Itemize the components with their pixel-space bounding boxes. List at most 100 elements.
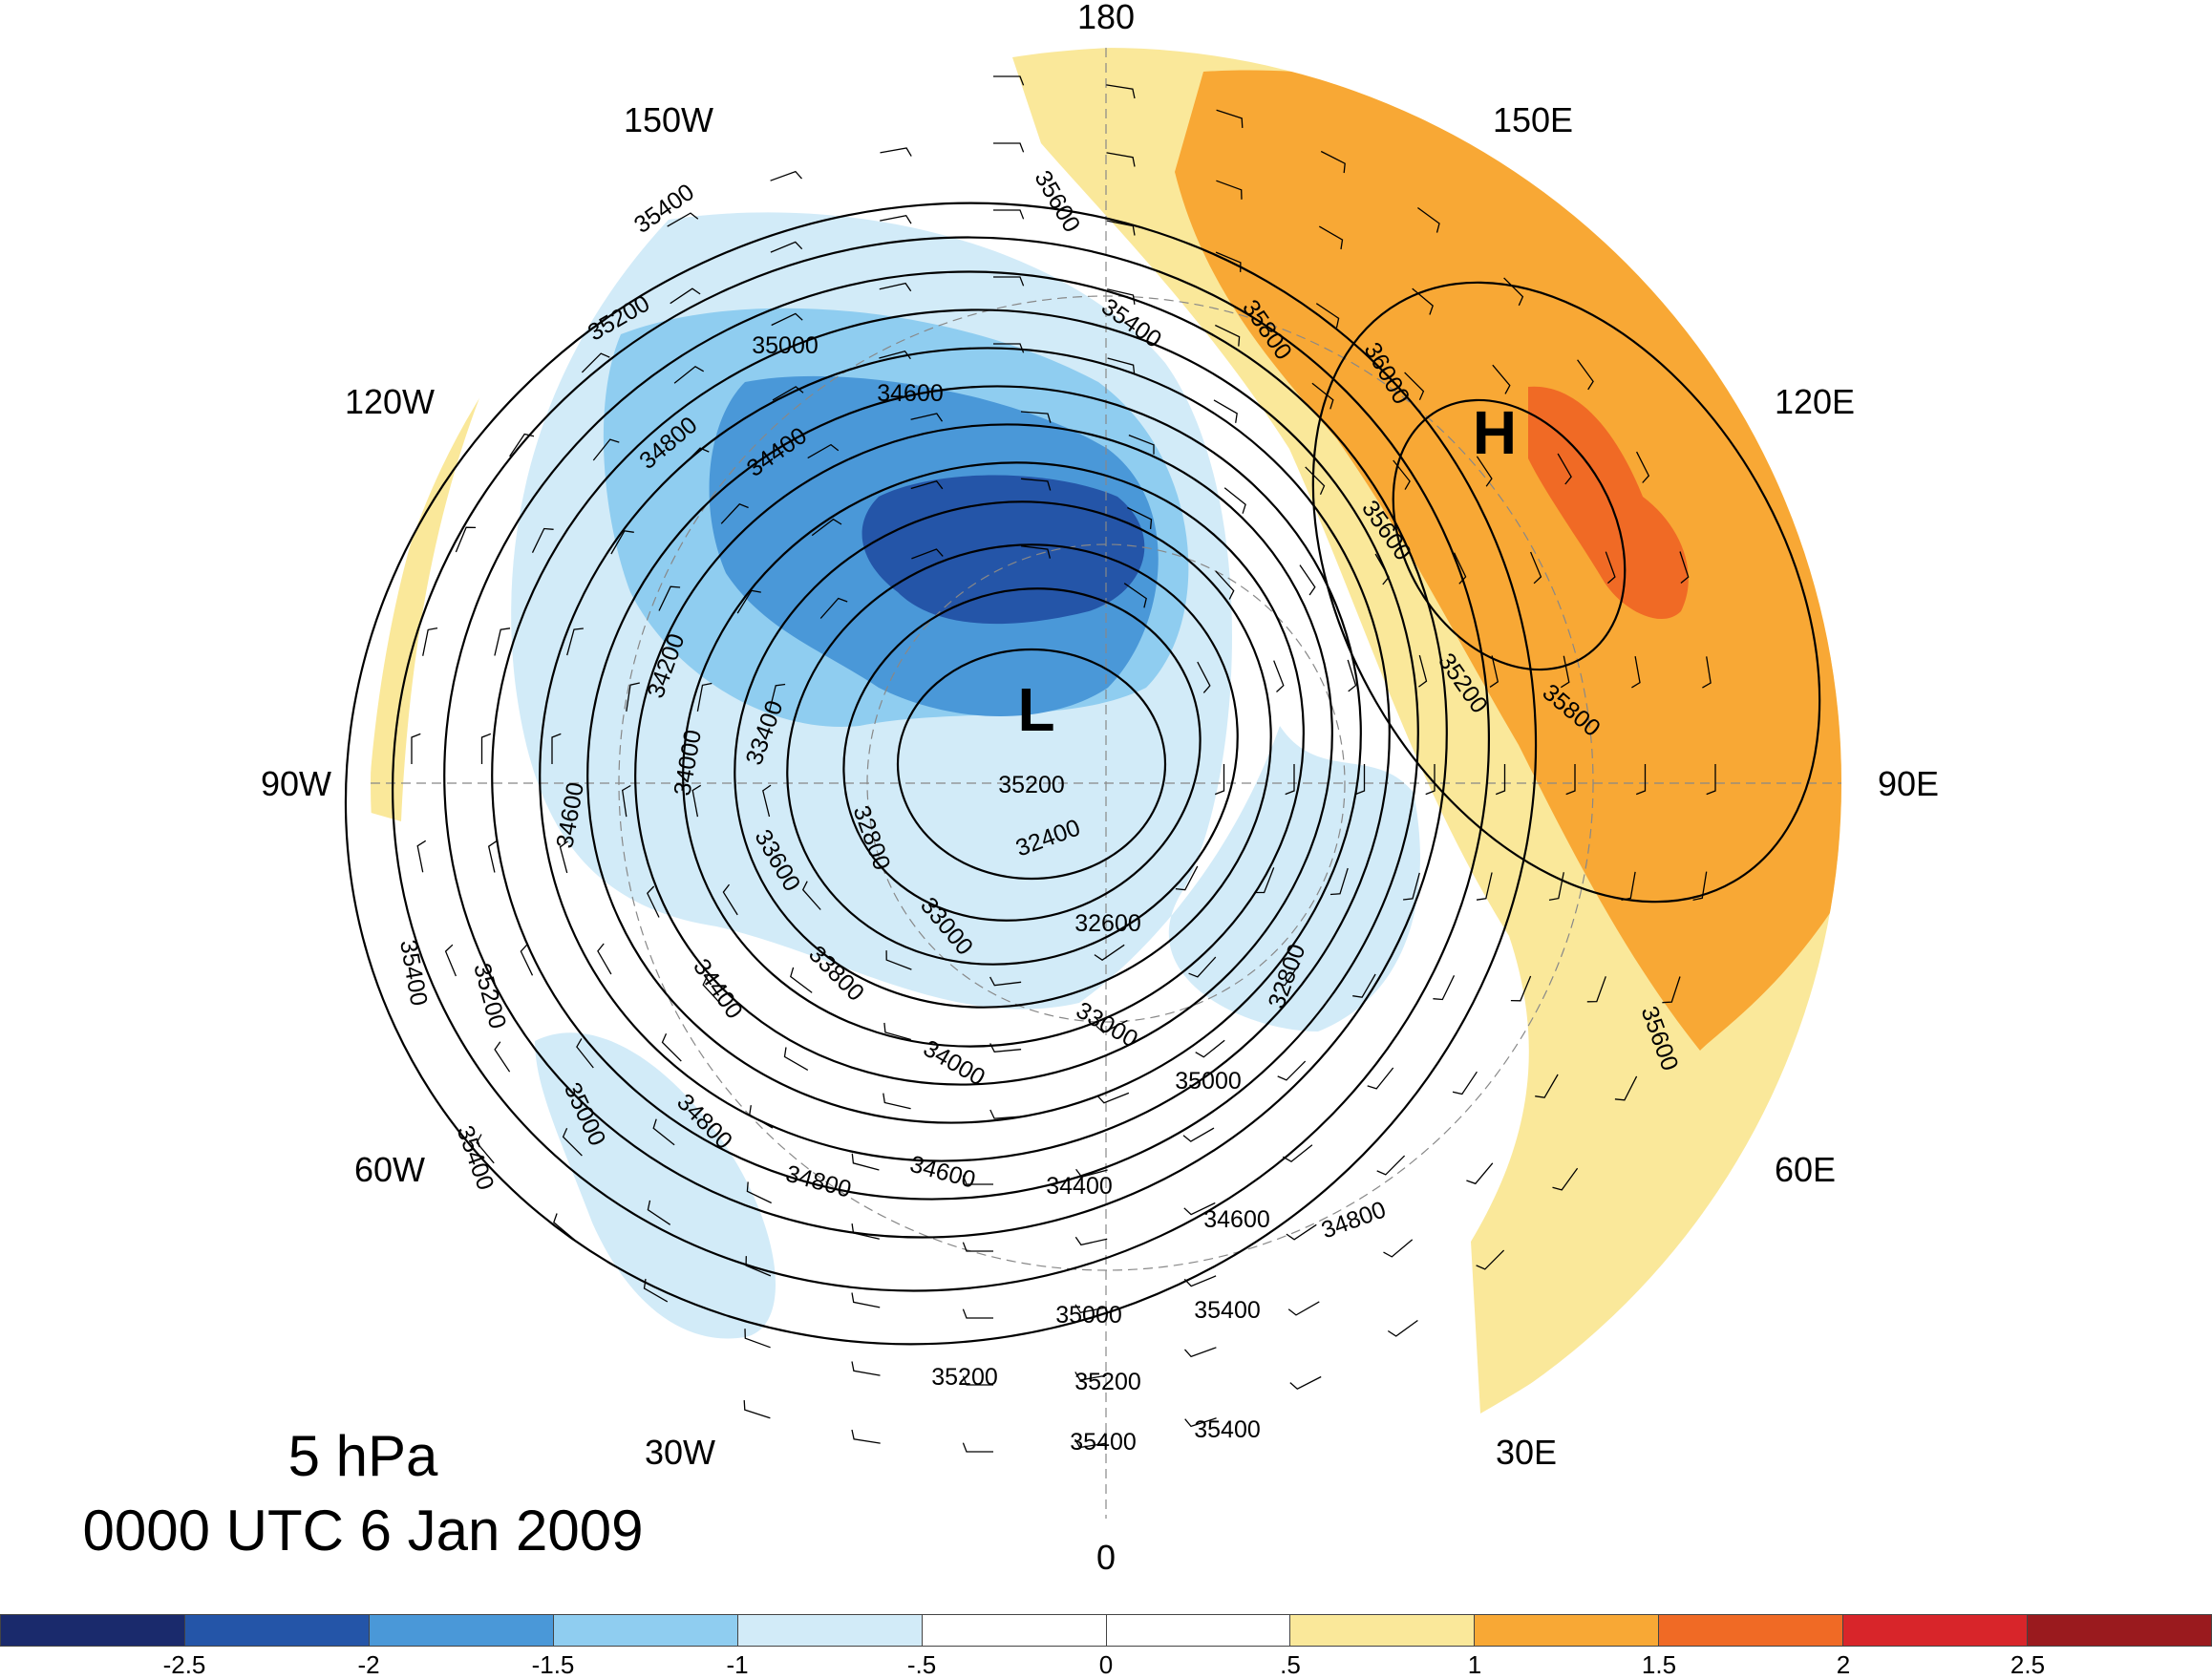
wind-barb bbox=[962, 1242, 993, 1252]
lon-label-0: 0 bbox=[1096, 1538, 1116, 1577]
colorbar-tick-label: 1 bbox=[1467, 1650, 1482, 1679]
wind-barb bbox=[1074, 1438, 1107, 1449]
contour-label: 35400 bbox=[1070, 1429, 1137, 1456]
wind-barb bbox=[487, 840, 498, 873]
wind-barb bbox=[562, 1127, 583, 1157]
wind-barb bbox=[1183, 1202, 1216, 1216]
colorbar-swatch bbox=[0, 1614, 185, 1647]
wind-barb bbox=[1213, 399, 1238, 423]
wind-barb bbox=[1557, 453, 1572, 485]
wind-barb bbox=[746, 1181, 772, 1204]
lon-label-90e: 90E bbox=[1878, 764, 1939, 803]
colorbar-swatch bbox=[1659, 1614, 1844, 1647]
wind-barb bbox=[416, 840, 427, 873]
wind-barb bbox=[1417, 206, 1440, 233]
colorbar-swatch bbox=[922, 1614, 1107, 1647]
wind-barb bbox=[743, 1400, 771, 1419]
wind-barb bbox=[1273, 660, 1285, 692]
lon-label-30e: 30E bbox=[1496, 1433, 1557, 1472]
wind-barb bbox=[1175, 865, 1199, 891]
wind-barb bbox=[1289, 1375, 1322, 1390]
wind-barb bbox=[1021, 478, 1052, 491]
colorbar-tick-label: -2 bbox=[357, 1650, 380, 1679]
wind-barb bbox=[1387, 1319, 1418, 1337]
wind-barb bbox=[455, 526, 477, 553]
colorbar-swatch bbox=[184, 1614, 370, 1647]
wind-barb bbox=[1106, 152, 1136, 167]
longitude-labels: 180 150E 120E 90E 60E 30E 0 30W 60W 90W … bbox=[261, 0, 1939, 1577]
wind-barb bbox=[444, 944, 457, 977]
wind-barb bbox=[494, 1041, 511, 1073]
wind-barb bbox=[1433, 975, 1456, 1001]
wind-barb bbox=[1285, 764, 1295, 796]
wind-barb bbox=[1096, 1092, 1130, 1104]
contour-label: 34400 bbox=[688, 954, 748, 1024]
lon-label-60w: 60W bbox=[354, 1150, 425, 1189]
anomaly-shading bbox=[371, 48, 1841, 1414]
contour-label: 35400 bbox=[394, 938, 433, 1008]
wind-barb bbox=[520, 944, 534, 976]
wind-barb bbox=[993, 209, 1025, 220]
contour-label: 34800 bbox=[783, 1160, 854, 1203]
wind-barb bbox=[770, 241, 803, 253]
wind-barb bbox=[1184, 1417, 1217, 1428]
lon-label-150e: 150E bbox=[1493, 100, 1573, 139]
wind-barb bbox=[691, 784, 702, 818]
wind-barb bbox=[1183, 1275, 1217, 1287]
wind-barb bbox=[531, 527, 554, 553]
wind-barb bbox=[1412, 287, 1434, 315]
wind-barb bbox=[1548, 872, 1564, 902]
wind-barb bbox=[807, 443, 840, 459]
wind-barb bbox=[1466, 1162, 1494, 1185]
contour-label: 34600 bbox=[907, 1151, 978, 1194]
wind-barb bbox=[1315, 303, 1340, 329]
wind-barb bbox=[962, 1175, 993, 1185]
positive-anomaly-core bbox=[1528, 386, 1689, 620]
wind-barb bbox=[1216, 180, 1243, 200]
contour-label: 34400 bbox=[1046, 1173, 1113, 1200]
colorbar-tick-label: 2 bbox=[1836, 1650, 1851, 1679]
wind-barb bbox=[1605, 551, 1616, 585]
wind-barb bbox=[1586, 976, 1606, 1003]
wind-barb bbox=[1214, 764, 1225, 796]
wind-barb bbox=[993, 75, 1025, 86]
wind-barb bbox=[811, 518, 842, 537]
wind-barb bbox=[1254, 867, 1275, 894]
wind-barb bbox=[745, 1256, 772, 1277]
valid-time-title: 0000 UTC 6 Jan 2009 bbox=[82, 1499, 644, 1563]
wind-barb bbox=[1329, 867, 1349, 896]
contour-label: 34600 bbox=[1203, 1206, 1270, 1233]
wind-barb bbox=[680, 447, 710, 468]
wind-barb bbox=[658, 585, 681, 611]
wind-barb bbox=[851, 1223, 880, 1240]
pressure-level-title: 5 hPa bbox=[287, 1424, 438, 1488]
wind-barb bbox=[1223, 487, 1246, 514]
wind-barb bbox=[1476, 872, 1493, 901]
wind-barb bbox=[1094, 944, 1125, 961]
wind-barb bbox=[1621, 871, 1636, 902]
wind-barb bbox=[553, 1213, 575, 1241]
wind-barb bbox=[1215, 251, 1242, 272]
wind-barb bbox=[1631, 655, 1641, 689]
contour-label: 35200 bbox=[468, 961, 511, 1031]
wind-barb bbox=[1215, 570, 1235, 600]
wind-barb bbox=[1123, 583, 1147, 608]
wind-barb bbox=[670, 287, 701, 305]
wind-barb bbox=[1453, 552, 1467, 585]
colorbar-tick-label: 1.5 bbox=[1641, 1650, 1677, 1679]
contour-label: 35000 bbox=[752, 332, 819, 359]
wind-barb bbox=[722, 883, 738, 916]
wind-barb bbox=[770, 170, 802, 181]
colorbar-tick-label: 2.5 bbox=[2010, 1650, 2046, 1679]
wind-barb bbox=[989, 1109, 1022, 1119]
wind-barb bbox=[989, 1043, 1022, 1053]
wind-barb bbox=[993, 142, 1025, 153]
wind-barb bbox=[1215, 324, 1241, 347]
high-center-label: H bbox=[1473, 398, 1517, 467]
wind-barb bbox=[1425, 764, 1436, 796]
wind-barb bbox=[1075, 1168, 1108, 1179]
wind-barb bbox=[1662, 976, 1681, 1004]
contour-label: 35200 bbox=[1074, 1369, 1141, 1395]
wind-barb bbox=[993, 276, 1025, 287]
wind-barb bbox=[768, 683, 786, 712]
